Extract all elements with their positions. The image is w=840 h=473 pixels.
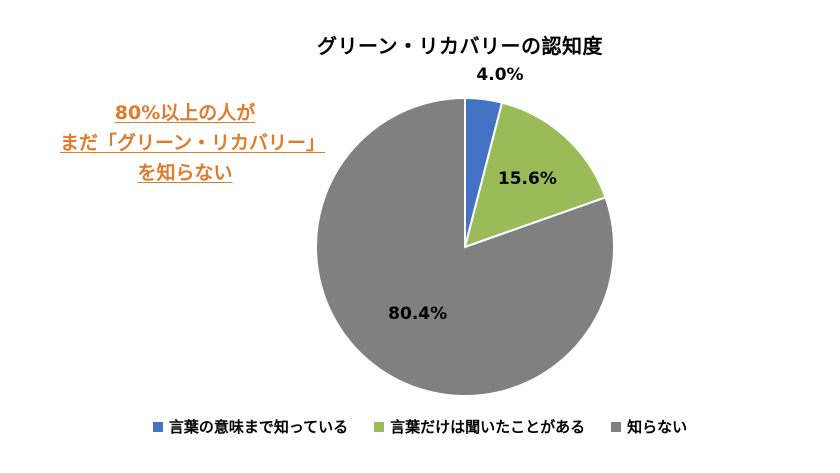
legend-label: 知らない: [627, 418, 688, 436]
callout-line-3: を知らない: [137, 162, 233, 184]
data-label: 15.6%: [498, 169, 557, 189]
legend-label: 言葉の意味まで知っている: [168, 418, 349, 436]
callout-text: 80%以上の人が まだ「グリーン・リカバリー」 を知らない: [60, 98, 326, 188]
pie-slice: [315, 96, 615, 397]
pie-slice: [463, 101, 607, 249]
data-label: 4.0%: [476, 65, 523, 85]
callout-line-1: 80%以上の人が: [114, 102, 256, 124]
legend-item: 知らない: [611, 416, 687, 437]
legend-item: 言葉だけは聞いたことがある: [374, 416, 585, 437]
callout-line-2: まだ「グリーン・リカバリー」: [60, 132, 326, 154]
legend-label: 言葉だけは聞いたことがある: [390, 418, 586, 436]
legend: 言葉の意味まで知っている 言葉だけは聞いたことがある 知らない: [0, 416, 840, 437]
legend-swatch: [374, 421, 385, 432]
data-label: 80.4%: [388, 304, 447, 324]
legend-swatch: [611, 421, 622, 432]
legend-swatch: [152, 421, 163, 432]
legend-item: 言葉の意味まで知っている: [152, 416, 349, 437]
chart-title: グリーン・リカバリーの認知度: [317, 34, 603, 58]
